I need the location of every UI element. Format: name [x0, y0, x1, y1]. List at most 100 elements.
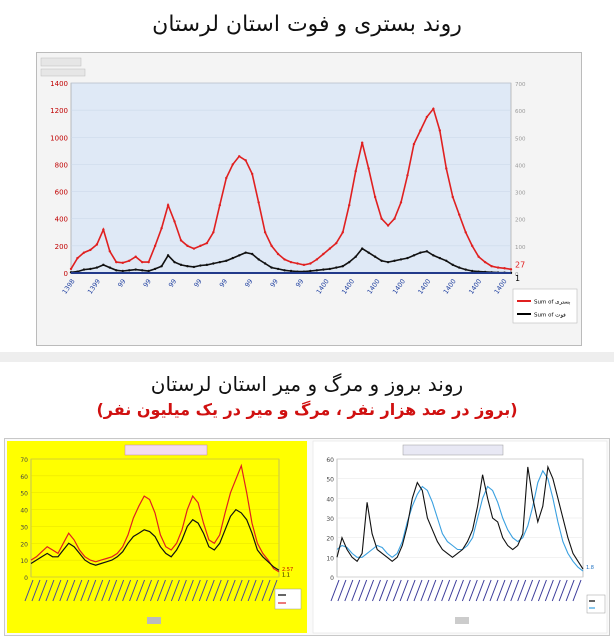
data-point — [425, 115, 429, 119]
data-point — [244, 251, 247, 254]
y-tick-label: 50 — [20, 491, 28, 498]
y2-tick-label: 100 — [515, 245, 526, 251]
data-point — [108, 266, 112, 269]
data-point — [328, 247, 332, 250]
hospitalization-chart-panel: 0 200 400 600 800 1000 1200 1400 0 100 200 300 400 50… — [36, 52, 582, 346]
data-point — [496, 266, 500, 269]
x-tick-mark — [163, 579, 173, 602]
data-point — [238, 155, 241, 158]
section-divider — [0, 352, 614, 362]
data-point — [76, 256, 79, 260]
data-point — [406, 256, 409, 260]
x-tick-mark — [372, 579, 381, 602]
x-axis-title-box — [455, 617, 469, 624]
y-tick-label: 20 — [20, 541, 28, 548]
x-tick-label: 99 — [243, 278, 254, 289]
page-title: روند بستری و فوت استان لرستان — [152, 12, 462, 37]
x-tick-mark — [420, 579, 430, 602]
end-value-label: 27 — [515, 260, 525, 269]
data-point — [134, 268, 137, 271]
x-tick-mark — [184, 579, 194, 602]
x-tick-mark — [150, 579, 159, 602]
y-tick-label: 400 — [55, 216, 68, 224]
field-button — [40, 68, 86, 77]
data-point — [244, 159, 247, 162]
data-point — [399, 201, 403, 204]
x-tick-mark — [233, 579, 243, 602]
data-point — [302, 263, 306, 267]
y2-tick-label: 700 — [515, 82, 526, 88]
x-tick-mark — [468, 579, 478, 602]
x-tick-mark — [94, 579, 104, 602]
data-point — [121, 269, 124, 273]
data-point — [179, 239, 183, 242]
data-point — [322, 252, 325, 256]
data-point — [367, 167, 370, 170]
data-point — [128, 269, 131, 272]
end-value-label: 2.57 — [282, 567, 293, 573]
data-point — [218, 260, 222, 264]
chart-caption-box — [124, 444, 208, 456]
filter-button — [40, 57, 82, 67]
data-point — [315, 258, 319, 261]
y-tick-label: 0 — [330, 575, 334, 582]
x-tick-mark — [45, 579, 55, 602]
data-point — [89, 267, 92, 271]
data-point — [458, 213, 461, 216]
y-tick-label: 50 — [326, 477, 334, 484]
x-tick-mark — [503, 579, 513, 602]
x-tick-mark — [510, 579, 520, 602]
data-point — [153, 267, 157, 271]
x-tick-mark — [337, 579, 347, 602]
data-point — [348, 203, 351, 207]
data-point — [166, 203, 170, 207]
end-value-label: 1.8 — [586, 565, 594, 571]
x-tick-mark — [254, 579, 264, 602]
legend-label: Sum of فوت — [534, 313, 566, 319]
data-point — [205, 241, 209, 245]
x-tick-mark — [87, 579, 97, 602]
data-point — [445, 167, 448, 170]
x-tick-mark — [544, 579, 554, 602]
plot-area — [30, 458, 280, 578]
x-tick-mark — [330, 579, 340, 602]
x-tick-mark — [80, 579, 90, 602]
data-point — [186, 265, 189, 268]
data-point — [470, 269, 474, 273]
incidence-mortality-charts: 0 10 20 30 40 50 60 70 2.571.1 0 10 20 30 40 50 60 1.8 — [7, 440, 608, 634]
data-point — [134, 255, 137, 258]
x-tick-mark — [170, 579, 180, 602]
data-point — [212, 231, 215, 234]
x-tick-mark — [517, 579, 527, 602]
y2-tick-label: 300 — [515, 191, 526, 197]
section-title: روند بروز و مرگ و میر استان لرستان — [150, 372, 464, 396]
data-point — [276, 252, 280, 256]
data-point — [341, 231, 344, 234]
x-tick-label: 99 — [218, 278, 229, 289]
end-value-label: 1 — [515, 274, 520, 283]
data-point — [263, 262, 267, 265]
hospitalization-chart: 0 200 400 600 800 1000 1200 1400 0 100 200 300 400 50… — [37, 53, 581, 345]
data-point — [380, 217, 383, 220]
data-point — [432, 107, 435, 110]
y-tick-label: 0 — [24, 575, 28, 582]
legend-box — [274, 588, 302, 610]
data-point — [470, 244, 474, 248]
data-point — [360, 141, 364, 144]
data-point — [250, 252, 254, 256]
x-axis-title-box — [147, 617, 161, 624]
data-point — [283, 269, 286, 272]
data-point — [147, 269, 150, 273]
x-tick-label: 99 — [294, 278, 305, 289]
x-tick-mark — [268, 579, 278, 602]
y2-tick-label: 400 — [515, 163, 526, 169]
x-tick-mark — [385, 579, 395, 602]
data-point — [458, 266, 461, 269]
data-point — [115, 260, 118, 264]
data-point — [432, 254, 435, 257]
x-tick-mark — [156, 579, 166, 602]
data-point — [309, 269, 312, 273]
data-point — [464, 268, 467, 271]
data-point — [322, 268, 325, 271]
data-point — [315, 269, 319, 272]
